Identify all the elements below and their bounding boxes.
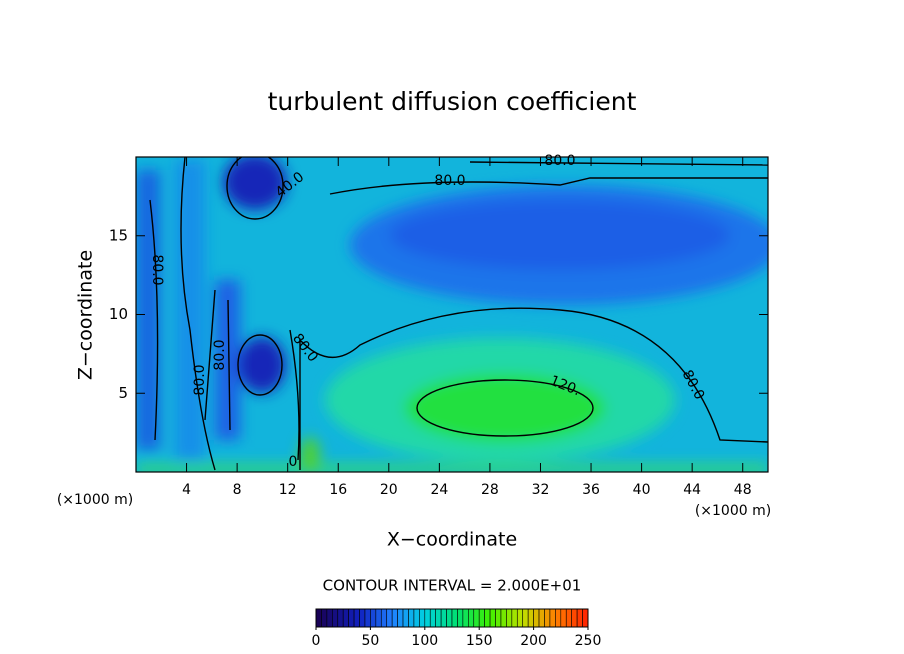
y-tick-label: 15: [109, 226, 128, 244]
colorbar-segment: [364, 608, 371, 628]
x-tick-label: 20: [380, 482, 398, 498]
contour-label: 80.0: [192, 364, 208, 395]
x-tick-label: 16: [329, 482, 347, 498]
contour-field: [136, 157, 768, 472]
colorbar-segment: [348, 608, 355, 628]
x-tick-label: 8: [233, 482, 242, 498]
colorbar-segment: [419, 608, 426, 628]
colorbar-segment: [582, 608, 589, 628]
colorbar-segment: [315, 608, 322, 628]
colorbar-segment: [429, 608, 436, 628]
colorbar-segment: [375, 608, 382, 628]
x-tick-label: 40: [633, 482, 651, 498]
colorbar-segment: [391, 608, 398, 628]
contour-label: 80.0: [212, 339, 228, 370]
colorbar-segment: [500, 608, 507, 628]
colorbar-segment: [527, 608, 534, 628]
colorbar-tick-label: 150: [466, 633, 493, 649]
colorbar-tick-label: 50: [361, 633, 379, 649]
colorbar-segment: [359, 608, 366, 628]
colorbar-segment: [478, 608, 485, 628]
colorbar-segment: [565, 608, 572, 628]
x-tick-label: 12: [279, 482, 297, 498]
x-tick-label: 44: [683, 482, 701, 498]
x-tick-label: 24: [430, 482, 448, 498]
y-tick-label: 5: [118, 384, 128, 402]
colorbar-segment: [321, 608, 328, 628]
colorbar-segment: [332, 608, 339, 628]
colorbar-segment: [576, 608, 583, 628]
colorbar-segment: [397, 608, 404, 628]
colorbar-segment: [516, 608, 524, 628]
x-axis-label: X−coordinate: [387, 529, 517, 551]
colorbar-segment: [408, 608, 415, 628]
colorbar-segment: [468, 608, 475, 628]
colorbar-segment: [386, 608, 393, 628]
colorbar-segment: [522, 608, 529, 628]
contour-interval: CONTOUR INTERVAL = 2.000E+01: [323, 577, 582, 595]
colorbar-segment: [435, 608, 442, 628]
chart-title: turbulent diffusion coefficient: [268, 87, 637, 116]
y-tick-label: 10: [109, 305, 128, 323]
colorbar-tick-label: 200: [520, 633, 547, 649]
colorbar-segment: [473, 608, 480, 628]
contour-label: 80.0: [544, 153, 575, 169]
x-tick-label: 36: [582, 482, 600, 498]
colorbar-segment: [533, 608, 540, 628]
x-tick-label: 4: [182, 482, 191, 498]
contour-label: 80.0: [434, 173, 465, 189]
colorbar-segment: [446, 608, 453, 628]
colorbar-segment: [555, 608, 562, 628]
colorbar-tick-label: 0: [312, 633, 321, 649]
colorbar-segment: [544, 608, 551, 628]
colorbar-segment: [538, 608, 545, 628]
colorbar-segment: [495, 608, 502, 628]
x-tick-label: 48: [734, 482, 752, 498]
x-tick-label: 28: [481, 482, 499, 498]
colorbar-segment: [484, 608, 491, 628]
colorbar-segment: [370, 608, 377, 628]
y-unit-label: (×1000 m): [57, 492, 133, 508]
y-axis-label: Z−coordinate: [75, 250, 97, 380]
contour-label: 0: [289, 454, 298, 470]
x-tick-label: 32: [532, 482, 550, 498]
colorbar-tick-label: 250: [575, 633, 602, 649]
colorbar-segment: [380, 608, 388, 628]
colorbar-segment: [511, 608, 518, 628]
x-unit-label: (×1000 m): [695, 503, 771, 519]
colorbar-segment: [549, 608, 556, 628]
colorbar-segment: [560, 608, 567, 628]
colorbar-segment: [440, 608, 447, 628]
colorbar-segment: [353, 608, 360, 628]
contour-label: 80.0: [149, 254, 165, 285]
colorbar-segment: [489, 608, 496, 628]
colorbar-segment: [457, 608, 464, 628]
colorbar-segment: [402, 608, 409, 628]
colorbar-tick-label: 100: [411, 633, 438, 649]
colorbar-segment: [571, 608, 578, 628]
colorbar-segment: [462, 608, 469, 628]
colorbar-segment: [326, 608, 333, 628]
colorbar-segment: [506, 608, 513, 628]
colorbar-segment: [413, 608, 420, 628]
colorbar-segment: [451, 608, 458, 628]
colorbar-segment: [424, 608, 431, 628]
colorbar-frame: [315, 608, 589, 628]
colorbar-segment: [342, 608, 349, 628]
colorbar-segment: [337, 608, 344, 628]
